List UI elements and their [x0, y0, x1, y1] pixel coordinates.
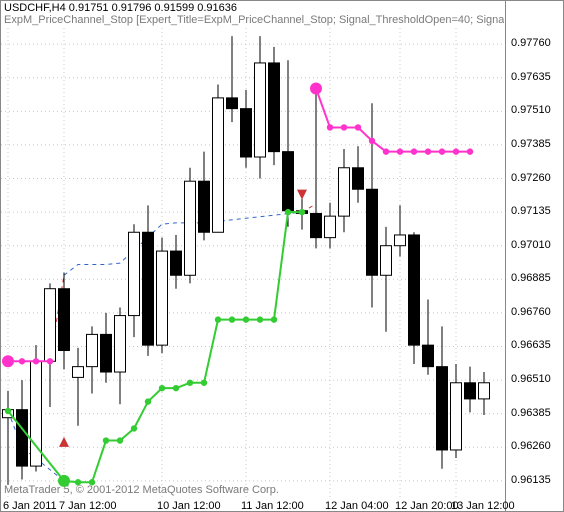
y-tick-label: 0.96260 [511, 440, 551, 452]
x-tick-label: 12 Jan 20:00 [395, 500, 459, 512]
y-tick-label: 0.96635 [511, 339, 551, 351]
y-tick-label: 0.97135 [511, 205, 551, 217]
y-tick-label: 0.96385 [511, 407, 551, 419]
y-tick-label: 0.97260 [511, 172, 551, 184]
y-tick-label: 0.96885 [511, 272, 551, 284]
y-tick-label: 0.97385 [511, 138, 551, 150]
y-tick-label: 0.96510 [511, 373, 551, 385]
x-tick-label: 12 Jan 04:00 [325, 500, 389, 512]
y-tick-label: 0.97510 [511, 104, 551, 116]
x-tick-label: 7 Jan 12:00 [59, 500, 117, 512]
chart-container: USDCHF,H4 0.91751 0.91796 0.91599 0.9163… [0, 0, 564, 512]
y-tick-label: 0.97760 [511, 37, 551, 49]
x-tick-label: 11 Jan 12:00 [241, 500, 304, 512]
x-tick-label: 10 Jan 12:00 [157, 500, 221, 512]
x-tick-label: 6 Jan 2011 [3, 500, 57, 512]
marker-dots-layer [0, 0, 564, 512]
y-tick-label: 0.96760 [511, 306, 551, 318]
y-tick-label: 0.97010 [511, 239, 551, 251]
x-tick-label: 13 Jan 12:00 [451, 500, 515, 512]
y-tick-label: 0.97635 [511, 71, 551, 83]
y-tick-label: 0.96135 [511, 474, 551, 486]
